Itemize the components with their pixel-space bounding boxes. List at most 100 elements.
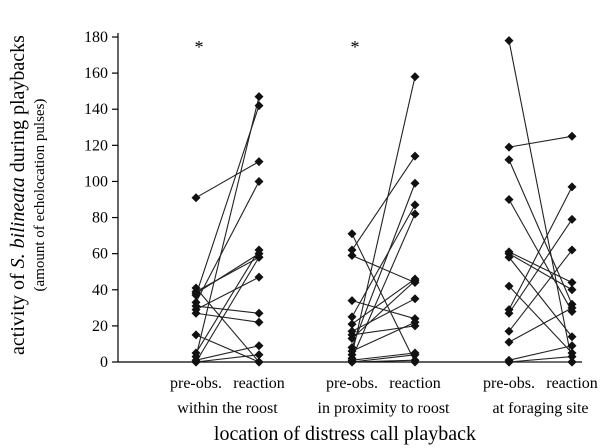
reaction-label: reaction <box>389 375 441 392</box>
location-label: at foraging site <box>493 400 589 417</box>
reaction-marker <box>254 176 264 186</box>
significance-star: * <box>195 37 204 57</box>
pair-line <box>195 161 260 199</box>
pair-line <box>195 287 260 363</box>
reaction-marker <box>254 350 264 360</box>
y-axis-title-suffix: during playbacks <box>7 35 29 177</box>
pair-line <box>195 249 260 354</box>
pre-obs-marker <box>347 334 357 344</box>
reaction-marker <box>254 272 264 282</box>
pre-obs-label: pre-obs. <box>483 375 535 392</box>
reaction-marker <box>567 278 577 288</box>
pre-obs-marker <box>347 250 357 260</box>
reaction-marker <box>254 101 264 111</box>
pair-line <box>351 233 416 363</box>
pair-line <box>195 96 260 357</box>
pre-obs-marker <box>347 229 357 239</box>
y-tick-label: 0 <box>100 354 108 371</box>
pair-line <box>508 199 573 312</box>
pre-obs-marker <box>504 252 514 262</box>
pair-line <box>508 159 573 305</box>
reaction-marker <box>410 317 420 327</box>
y-axis-subtitle: (amount of echolocation pulses) <box>32 99 48 292</box>
pair-line <box>195 354 260 363</box>
pair-line <box>508 253 573 291</box>
pair-line <box>195 105 260 296</box>
reaction-marker <box>567 214 577 224</box>
reaction-marker <box>410 294 420 304</box>
pre-obs-marker <box>191 330 201 340</box>
reaction-marker <box>567 352 577 362</box>
y-tick-label: 60 <box>92 246 108 263</box>
reaction-marker <box>410 72 420 82</box>
pre-obs-marker <box>191 308 201 318</box>
pre-obs-marker <box>504 142 514 152</box>
reaction-marker <box>410 178 420 188</box>
pre-obs-marker <box>347 357 357 367</box>
pair-line <box>508 135 573 148</box>
y-tick-label: 100 <box>84 173 108 190</box>
y-tick-label: 160 <box>84 65 108 82</box>
reaction-marker <box>254 92 264 102</box>
pair-line <box>351 298 416 332</box>
pair-line <box>508 186 573 310</box>
pair-line <box>351 76 416 355</box>
reaction-marker <box>410 276 420 286</box>
location-label: within the roost <box>177 400 278 417</box>
y-axis-title-group: activity of S. bilineata during playback… <box>7 35 48 355</box>
reaction-marker <box>254 308 264 318</box>
reaction-marker <box>567 285 577 295</box>
reaction-marker <box>567 131 577 141</box>
y-axis-title: activity of S. bilineata during playback… <box>7 35 29 355</box>
pair-line <box>351 213 416 359</box>
pair-line <box>195 256 260 363</box>
y-tick-label: 80 <box>92 210 108 227</box>
x-axis-title: location of distress call playback <box>214 423 476 445</box>
data-markers <box>191 36 577 367</box>
y-tick-label: 40 <box>92 282 108 299</box>
reaction-marker <box>410 209 420 219</box>
pair-line <box>351 254 416 284</box>
reaction-marker <box>410 350 420 360</box>
reaction-marker <box>254 341 264 351</box>
reaction-marker <box>254 245 264 255</box>
pre-obs-marker <box>504 326 514 336</box>
reaction-marker <box>567 245 577 255</box>
category-labels: pre-obs. reaction within the roost pre-obs.… <box>170 375 598 417</box>
pre-obs-marker <box>504 337 514 347</box>
location-label: in proximity to roost <box>318 400 451 417</box>
pair-line <box>508 345 573 361</box>
pair-line <box>195 345 260 361</box>
pair-line <box>195 334 260 363</box>
pair-line <box>195 256 260 293</box>
reaction-marker <box>567 357 577 367</box>
pair-line <box>351 352 416 361</box>
y-tick-label: 180 <box>84 29 108 46</box>
significance-star: * <box>351 37 360 57</box>
pair-line <box>508 249 573 332</box>
pre-obs-marker <box>191 193 201 203</box>
reaction-label: reaction <box>233 375 285 392</box>
pre-obs-marker <box>504 308 514 318</box>
pre-obs-marker <box>504 195 514 204</box>
reaction-marker <box>567 182 577 192</box>
pair-line <box>351 359 416 363</box>
y-tick-label: 140 <box>84 101 108 118</box>
pair-line <box>351 354 416 363</box>
pre-obs-marker <box>504 281 514 291</box>
pre-obs-marker <box>191 357 201 367</box>
reaction-marker <box>567 332 577 342</box>
pair-line <box>508 256 573 338</box>
series-lines <box>195 40 573 363</box>
y-axis-title-prefix: activity of <box>7 268 29 355</box>
y-tick-label: 120 <box>84 137 108 154</box>
pair-line <box>195 276 260 311</box>
pair-line <box>508 307 573 343</box>
reaction-marker <box>410 355 420 365</box>
pre-obs-marker <box>504 155 514 165</box>
reaction-marker <box>254 252 264 262</box>
y-axis-title-species: S. bilineata <box>7 177 29 268</box>
pre-obs-label: pre-obs. <box>170 375 222 392</box>
pair-line <box>508 219 573 314</box>
